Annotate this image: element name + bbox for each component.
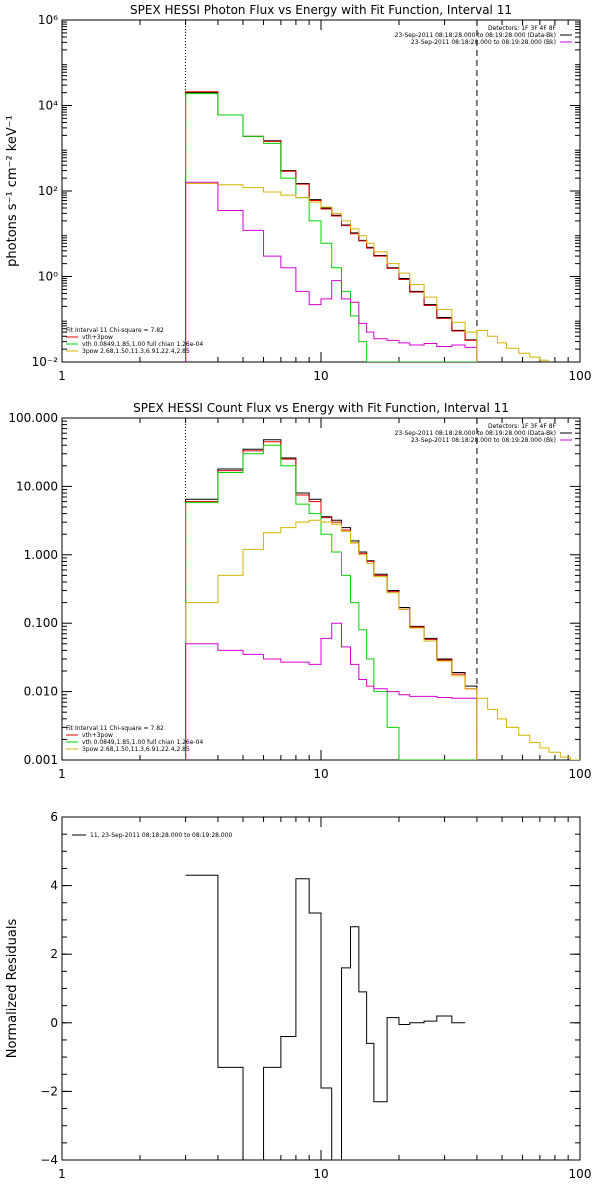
panel-2-x-tick-label: 1 (58, 767, 66, 781)
panel-1-y-axis-label: photons s⁻¹ cm⁻² keV⁻¹ (5, 115, 20, 267)
panel-2-legend-bl-text: vth+3pow (82, 732, 113, 739)
panel-2-series-green-2 (185, 444, 477, 760)
panel-3-y-tick-label: −2 (40, 1084, 58, 1098)
panel-3-y-tick-label: 4 (50, 879, 58, 893)
panel-2-title: SPEX HESSI Count Flux vs Energy with Fit… (133, 401, 509, 415)
panel-3-y-tick-label: 2 (50, 947, 58, 961)
panel-2-y-tick-label: 1.000 (24, 548, 58, 562)
panel-1-series-yellow-3 (185, 182, 478, 362)
panel-1-series-yellow-5 (476, 329, 550, 362)
panel-1-series-group (185, 91, 550, 362)
panel-1-series-green-2 (185, 93, 477, 362)
panel-1-series-red-1 (185, 91, 478, 362)
panel-2-legend-bl-text: vth 0.0849,1.85,1.00 full chian 1.26e-04 (82, 739, 203, 746)
panel-3-x-tick-label: 1 (58, 1167, 66, 1181)
panel-2-series-black-0 (185, 439, 478, 760)
panel-1-legend-tr-text: 23-Sep-2011 08:18:28.000 to 08:19:28.000… (395, 32, 556, 39)
panel-1-y-tick-label: 10² (38, 184, 58, 198)
panel-2-x-tick-label: 100 (569, 767, 592, 781)
panel-2-y-tick-label: 0.010 (24, 685, 58, 699)
panel-3-y-tick-label: 0 (50, 1016, 58, 1030)
panel-2-legend-bl-text: Fit Interval 11 Chi-square = 7.82 (66, 725, 164, 732)
panel-1-x-tick-label: 1 (58, 369, 66, 383)
panel-2-legend-tr-text: 23-Sep-2011 08:18:28.000 to 08:19:28.000… (411, 437, 556, 444)
panel-3-legend-tl-text: 11, 23-Sep-2011 08:18:28.000 to 08:19:28… (90, 832, 233, 839)
panel-1-legend-tr-text: Detectors: 1F 3F 4F 8F (488, 25, 557, 32)
panel-3 (61, 816, 581, 1161)
panel-2-legend-bl-text: 3pow 2.68,1.50,11.3,6.91,22.4,2.85 (82, 746, 190, 753)
panel-3-series-group (185, 874, 466, 1160)
panel-3-x-tick-label: 100 (569, 1167, 592, 1181)
panel-1-y-tick-label: 10⁶ (38, 13, 58, 27)
panel-2-y-tick-label: 0.001 (24, 753, 58, 767)
panel-1-series-magenta-4 (185, 181, 478, 362)
panel-1-legend-bl-text: vth+3pow (82, 334, 113, 341)
panel-3-y-tick-label: −4 (40, 1153, 58, 1167)
panel-1-series-black-0 (185, 92, 478, 362)
panel-2-series-yellow-3 (185, 519, 478, 760)
panel-3-y-tick-label: 6 (50, 810, 58, 824)
panel-1-legend-bl-text: 3pow 2.68,1.50,11.3,6.91,22.4,2.85 (82, 348, 190, 355)
panel-2-x-tick-label: 10 (313, 767, 328, 781)
panel-2-y-tick-label: 10.000 (16, 479, 58, 493)
panel-3-x-tick-label: 10 (313, 1167, 328, 1181)
panel-1-y-tick-label: 10⁴ (38, 99, 58, 113)
panel-1-x-tick-label: 100 (569, 369, 592, 383)
panel-3-y-axis-label: Normalized Residuals (5, 919, 20, 1059)
panel-1-legend-tr-text: 23-Sep-2011 08:18:28.000 to 08:19:28.000… (411, 39, 556, 46)
panel-2-legend-tr-text: 23-Sep-2011 08:18:28.000 to 08:19:28.000… (395, 430, 556, 437)
panel-2-legend-tr-text: Detectors: 1F 3F 4F 8F (488, 423, 557, 430)
panel-2-series-group (185, 439, 580, 760)
panel-1-x-tick-label: 10 (313, 369, 328, 383)
panel-1-y-tick-label: 10⁰ (38, 270, 58, 284)
panel-3-series-black-0 (185, 874, 466, 1160)
panel-2-frame (61, 417, 581, 761)
panel-1-legend-bl-text: vth 0.0849,1.85,1.00 full chian 1.26e-04 (82, 341, 203, 348)
panel-2-series-magenta-4 (185, 622, 478, 760)
panel-2 (61, 417, 581, 761)
panel-1 (61, 19, 581, 363)
panel-2-series-yellow-5 (476, 697, 580, 760)
panel-2-y-tick-label: 0.100 (24, 616, 58, 630)
panel-1-title: SPEX HESSI Photon Flux vs Energy with Fi… (130, 3, 512, 17)
panel-2-y-tick-label: 100.000 (8, 411, 58, 425)
panel-1-frame (61, 19, 581, 363)
panel-1-legend-bl-text: Fit Interval 11 Chi-square = 7.82 (66, 327, 164, 334)
panel-1-y-tick-label: 10⁻² (32, 355, 59, 369)
panel-2-series-red-1 (185, 441, 478, 760)
